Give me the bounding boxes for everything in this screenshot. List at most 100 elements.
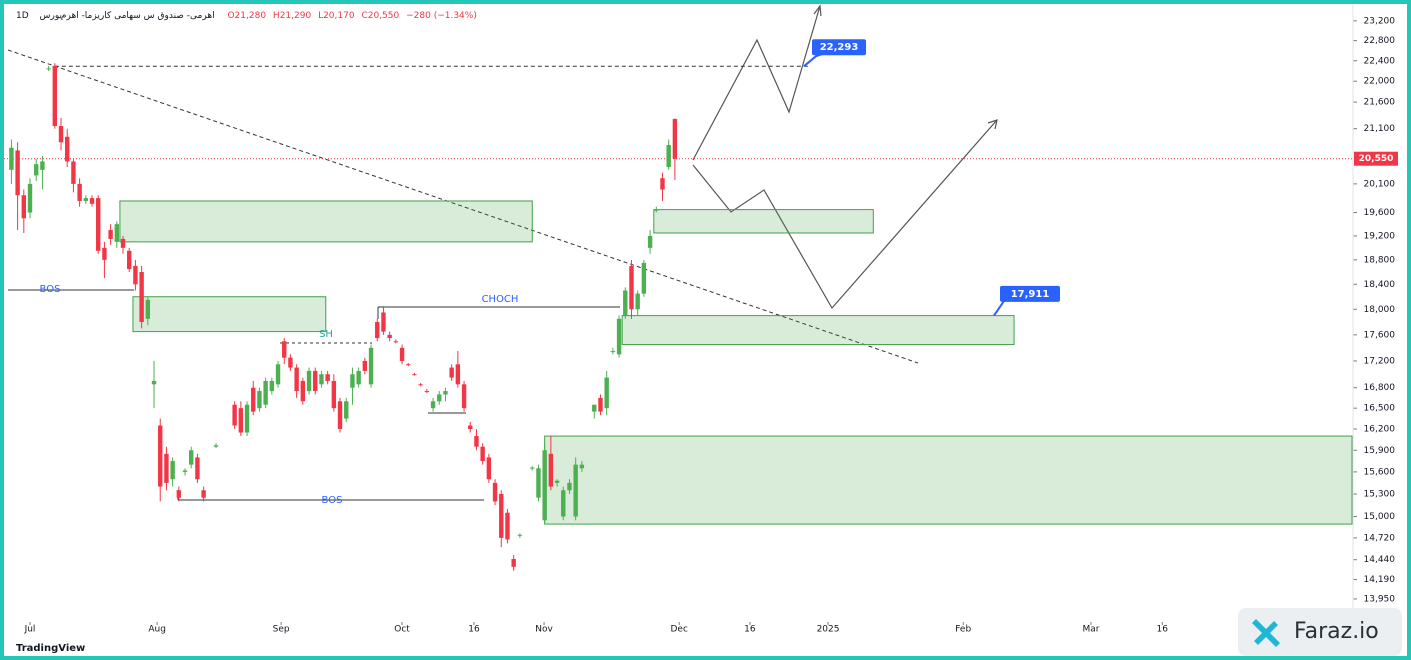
candle-body — [660, 178, 665, 190]
candle-body — [139, 272, 144, 322]
candle-body — [182, 470, 188, 472]
candle-body — [337, 401, 343, 430]
candle-body — [201, 490, 206, 498]
candle-body — [455, 364, 461, 385]
annotation: CHOCH — [482, 294, 519, 305]
x-tick-label: Mar — [1082, 625, 1099, 635]
y-tick-label: 16,800 — [1364, 383, 1396, 393]
candle-body — [536, 468, 541, 498]
candle-body — [616, 318, 622, 355]
candle-body — [399, 347, 405, 361]
low: L20,170 — [318, 11, 355, 21]
level-badge — [812, 39, 866, 56]
candle-body — [461, 384, 467, 409]
annotation: BOS — [40, 284, 61, 295]
x-tick-label: 16 — [1157, 625, 1169, 635]
candle-body — [517, 534, 523, 536]
candle-body — [604, 377, 609, 409]
watermark: TradingView — [16, 643, 85, 654]
chart-frame: BOS CHOCH SH BOS 23,200 22,800 22,400 22,00… — [4, 4, 1407, 656]
symbol: اهرمی- صندوق س سهامی کاریزما- اهرم — [61, 11, 215, 21]
zone — [544, 435, 1353, 525]
trend-line — [7, 49, 919, 364]
close: C20,550 — [361, 11, 399, 21]
candle-body — [548, 453, 554, 487]
candle-body — [83, 198, 89, 201]
interval: 1D — [16, 11, 29, 21]
level-label: 22,293 — [820, 42, 859, 53]
candle-body — [108, 230, 113, 239]
candle-body — [567, 482, 572, 491]
x-tick-label: Sep — [273, 625, 290, 635]
candle-body — [530, 467, 535, 469]
chart: BOS CHOCH SH BOS 23,200 22,800 22,400 22,00… — [4, 4, 1402, 656]
candle-body — [486, 457, 492, 480]
candle-body — [52, 65, 58, 127]
candle-body — [554, 480, 560, 483]
candle-body — [263, 380, 268, 405]
candle-body — [356, 370, 361, 385]
candle-body — [120, 238, 126, 248]
candle-body — [189, 450, 194, 465]
projection-path — [692, 119, 998, 310]
candle-body — [623, 290, 628, 316]
candle-body — [331, 380, 337, 409]
zone — [132, 296, 327, 333]
candle-body — [573, 464, 578, 517]
candle-body — [133, 265, 138, 285]
candle-body — [474, 436, 479, 447]
candle-body — [27, 183, 33, 213]
x-tick-label: 16 — [744, 625, 756, 635]
last-price-badge — [1354, 151, 1398, 166]
candle-body — [282, 341, 287, 358]
zone — [653, 209, 874, 234]
candle-body — [443, 391, 448, 395]
projection-path — [692, 5, 821, 161]
candle-body — [362, 360, 368, 371]
candle-body — [313, 370, 318, 392]
candle-body — [288, 357, 293, 368]
candle-body — [251, 387, 256, 412]
candle-body — [195, 457, 200, 480]
y-tick-label: 19,600 — [1364, 208, 1396, 218]
brand: Faraz.io — [1294, 619, 1379, 644]
last-price-label: 20,550 — [1359, 154, 1394, 164]
change: −280 (−1.34%) — [406, 11, 477, 21]
x-tick-label: Jul — [24, 625, 36, 635]
level-pointer — [803, 53, 823, 67]
zone — [621, 315, 1015, 346]
y-tick-label: 15,300 — [1364, 489, 1396, 499]
candle-body — [89, 198, 95, 204]
candle-body — [300, 380, 306, 402]
candle-body — [561, 490, 566, 517]
candle-body — [71, 161, 76, 184]
header: 1D اهرمی- صندوق س سهامی کاریزما- اهرم بو… — [16, 11, 477, 21]
y-tick-label: 15,000 — [1364, 512, 1396, 522]
y-tick-label: 19,200 — [1364, 231, 1396, 241]
candle-body — [114, 224, 120, 242]
level-pointer — [993, 300, 1005, 317]
candle-body — [170, 461, 175, 480]
level-label: 17,911 — [1011, 289, 1050, 300]
y-tick-label: 13,950 — [1364, 594, 1396, 604]
zone — [119, 200, 533, 243]
y-tick-label: 21,600 — [1364, 98, 1396, 108]
annotation: BOS — [322, 495, 343, 506]
candle-body — [65, 136, 70, 162]
y-tick-label: 14,720 — [1364, 533, 1396, 543]
candle-body — [40, 161, 45, 170]
y-tick-label: 22,800 — [1364, 36, 1396, 46]
y-tick-label: 18,000 — [1364, 305, 1396, 315]
candle-body — [257, 391, 262, 409]
candle-body — [449, 367, 454, 378]
candle-body — [319, 374, 324, 385]
y-tick-label: 15,900 — [1364, 446, 1396, 456]
candle-body — [635, 293, 640, 310]
y-tick-label: 14,190 — [1364, 575, 1396, 585]
candle-body — [412, 374, 417, 376]
x-tick-label: 16 — [468, 625, 480, 635]
drawings: BOS CHOCH SH BOS — [7, 4, 998, 506]
y-tick-label: 17,600 — [1364, 330, 1396, 340]
candle-body — [542, 450, 547, 521]
y-tick-label: 18,400 — [1364, 280, 1396, 290]
